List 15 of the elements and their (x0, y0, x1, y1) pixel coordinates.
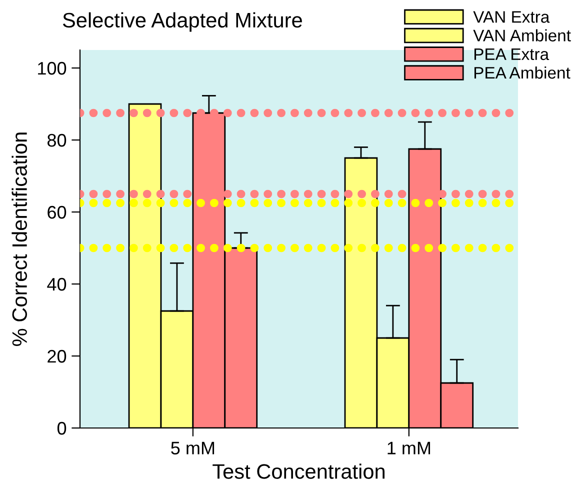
legend-label: PEA Extra (474, 48, 550, 60)
y-tick-label: 80 (48, 134, 66, 147)
x-tick-label: 1 mM (388, 442, 430, 454)
y-tick-label: 0 (57, 422, 66, 435)
legend-label: PEA Ambient (474, 66, 570, 79)
y-tick-label: 20 (48, 350, 66, 363)
y-tick-label: 40 (47, 278, 66, 291)
chart-title: Selective Adapted Mixture (62, 12, 302, 32)
y-tick-label: 60 (48, 206, 66, 219)
y-axis-title: % Correct Identification (12, 132, 28, 346)
x-tick-label: 5 mM (171, 442, 214, 454)
legend-label: VAN Extra (473, 11, 550, 23)
y-tick-label: 100 (38, 62, 66, 75)
legend-label: VAN Ambient (473, 29, 571, 42)
x-axis-title: Test Concentration (212, 464, 385, 479)
